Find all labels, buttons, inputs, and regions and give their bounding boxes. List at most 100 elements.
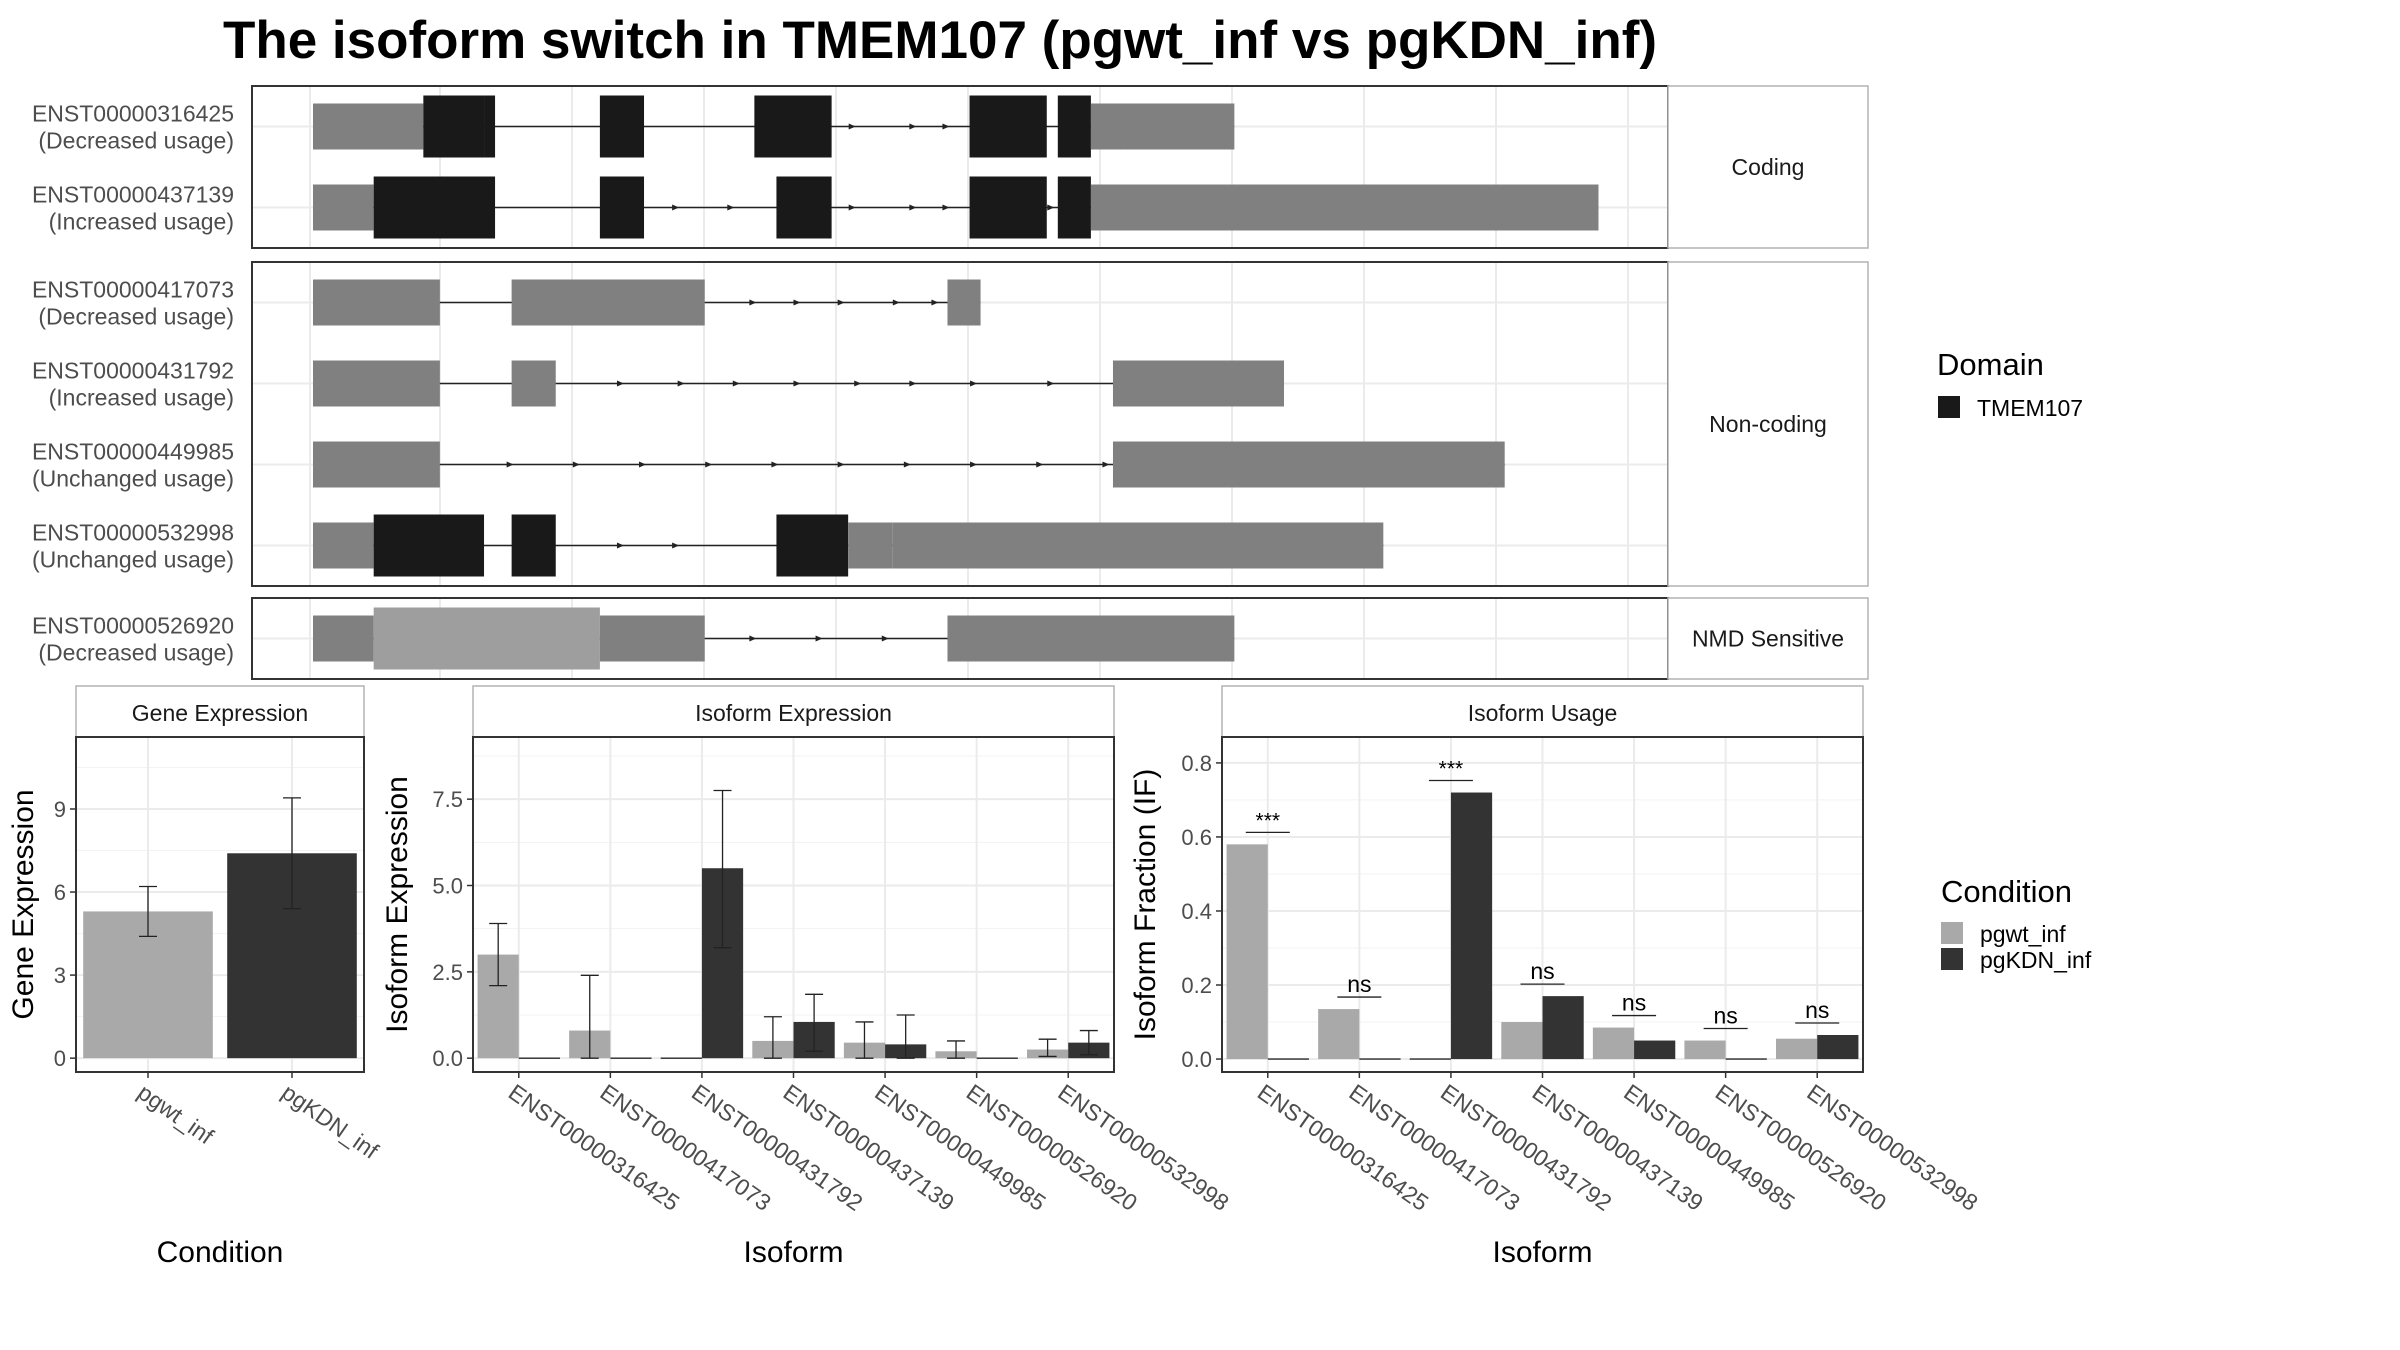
facet-strip bbox=[1221, 685, 1864, 738]
bar bbox=[518, 1057, 560, 1059]
y-tick-label: 3 bbox=[54, 963, 66, 988]
direction-arrow bbox=[931, 299, 939, 306]
transcript-usage-label: (Increased usage) bbox=[49, 385, 234, 411]
direction-arrow bbox=[848, 204, 856, 211]
bar bbox=[1776, 1038, 1818, 1060]
bar bbox=[1450, 792, 1493, 1060]
y-tick-label: 0.0 bbox=[1181, 1047, 1212, 1072]
significance-label: ns bbox=[1713, 1003, 1737, 1029]
direction-arrow bbox=[793, 380, 801, 387]
facet-strip bbox=[1667, 597, 1869, 680]
condition-legend-label: pgKDN_inf bbox=[1980, 947, 2092, 973]
exon bbox=[947, 279, 981, 326]
transcript-id-label: ENST00000437139 bbox=[32, 182, 234, 208]
direction-arrow bbox=[672, 542, 680, 549]
bar bbox=[1684, 1040, 1726, 1060]
chart-title: Isoform Expression bbox=[695, 700, 892, 726]
transcript-id-label: ENST00000431792 bbox=[32, 358, 234, 384]
transcript-usage-label: (Decreased usage) bbox=[38, 304, 234, 330]
y-tick-label: 0.6 bbox=[1181, 825, 1212, 850]
transcript-usage-label: (Unchanged usage) bbox=[32, 466, 234, 492]
condition-legend-title: Condition bbox=[1941, 874, 2072, 909]
exon-cds bbox=[1057, 176, 1091, 239]
bar bbox=[1501, 1022, 1543, 1060]
exon bbox=[1112, 360, 1285, 407]
x-tick-label: ENST00000449985 bbox=[870, 1079, 1050, 1216]
direction-arrow bbox=[727, 204, 735, 211]
direction-arrow bbox=[793, 299, 801, 306]
exon-cds bbox=[754, 95, 832, 158]
y-tick-label: 0 bbox=[54, 1046, 66, 1071]
direction-arrow bbox=[837, 461, 845, 468]
chart-title: Isoform Usage bbox=[1468, 700, 1618, 726]
exon-cds bbox=[969, 95, 1047, 158]
y-tick-label: 5.0 bbox=[432, 874, 463, 899]
bar bbox=[1267, 1058, 1309, 1060]
significance-label: ns bbox=[1805, 997, 1829, 1023]
bar bbox=[1318, 1009, 1360, 1060]
significance-label: *** bbox=[1256, 809, 1281, 832]
y-tick-label: 6 bbox=[54, 880, 66, 905]
direction-arrow bbox=[1102, 461, 1110, 468]
exon bbox=[1124, 103, 1235, 150]
direction-arrow bbox=[970, 380, 978, 387]
exon bbox=[313, 360, 440, 407]
condition-legend-label: pgwt_inf bbox=[1980, 921, 2066, 947]
direction-arrow bbox=[909, 204, 917, 211]
transcript-id-label: ENST00000526920 bbox=[32, 613, 234, 639]
exon bbox=[373, 607, 600, 670]
bar bbox=[1542, 996, 1584, 1060]
exon-cds bbox=[373, 176, 496, 239]
domain-legend-swatch bbox=[1938, 396, 1960, 418]
direction-arrow bbox=[970, 461, 978, 468]
direction-arrow bbox=[732, 380, 740, 387]
exon-cds bbox=[511, 514, 556, 577]
y-tick-label: 9 bbox=[54, 797, 66, 822]
x-tick-label: ENST00000431792 bbox=[687, 1079, 867, 1216]
direction-arrow bbox=[771, 461, 779, 468]
exon bbox=[313, 279, 440, 326]
transcript-usage-label: (Unchanged usage) bbox=[32, 547, 234, 573]
x-axis-title: Isoform bbox=[743, 1236, 843, 1269]
x-tick-label: ENST00000437139 bbox=[1528, 1079, 1708, 1216]
x-tick-label: ENST00000532998 bbox=[1802, 1079, 1982, 1216]
y-tick-label: 2.5 bbox=[432, 960, 463, 985]
exon bbox=[511, 279, 705, 326]
bar bbox=[976, 1057, 1018, 1059]
x-tick-label: ENST00000449985 bbox=[1619, 1079, 1799, 1216]
direction-arrow bbox=[616, 542, 624, 549]
direction-arrow bbox=[749, 635, 757, 642]
x-tick-label: ENST00000532998 bbox=[1053, 1079, 1233, 1216]
transcript-id-label: ENST00000449985 bbox=[32, 439, 234, 465]
transcript-usage-label: (Decreased usage) bbox=[38, 128, 234, 154]
direction-arrow bbox=[942, 123, 950, 130]
x-tick-label: ENST00000417073 bbox=[595, 1079, 775, 1216]
figure-title: The isoform switch in TMEM107 (pgwt_inf … bbox=[223, 11, 1657, 70]
exon bbox=[1112, 441, 1505, 488]
bar bbox=[1359, 1058, 1401, 1060]
direction-arrow bbox=[616, 380, 624, 387]
direction-arrow bbox=[909, 123, 917, 130]
y-tick-label: 0.8 bbox=[1181, 751, 1212, 776]
x-tick-label: ENST00000316425 bbox=[1253, 1079, 1433, 1216]
transcript-id-label: ENST00000316425 bbox=[32, 101, 234, 127]
transcript-usage-label: (Decreased usage) bbox=[38, 640, 234, 666]
domain-legend-title: Domain bbox=[1937, 347, 2044, 382]
exon bbox=[313, 184, 374, 231]
significance-label: ns bbox=[1347, 971, 1371, 997]
exon bbox=[511, 360, 556, 407]
facet-strip-label: NMD Sensitive bbox=[1692, 626, 1844, 652]
x-tick-label: ENST00000526920 bbox=[962, 1079, 1142, 1216]
exon-cds bbox=[599, 95, 645, 158]
bar-charts: Gene Expression 0 3 6 9 pgwt_inf pgKDN_inf Cond… bbox=[7, 685, 1983, 1269]
direction-arrow bbox=[881, 635, 889, 642]
direction-arrow bbox=[749, 299, 757, 306]
y-tick-label: 0.0 bbox=[432, 1046, 463, 1071]
transcript-id-label: ENST00000532998 bbox=[32, 520, 234, 546]
direction-arrow bbox=[705, 461, 713, 468]
direction-arrow bbox=[909, 380, 917, 387]
facet-strip-label: Non-coding bbox=[1709, 411, 1827, 437]
direction-arrow bbox=[942, 204, 950, 211]
